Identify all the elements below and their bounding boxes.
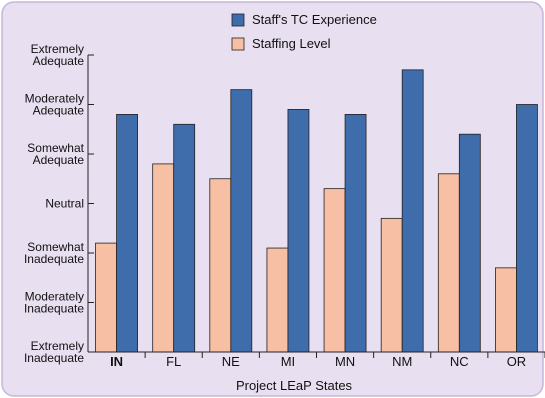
x-tick-label: IN: [110, 354, 123, 369]
bar-staff-tc-experience: [116, 114, 138, 353]
bar-staffing-level: [380, 217, 403, 353]
y-tick-label: Inadequate: [24, 252, 84, 266]
y-tick-label: Moderately: [25, 92, 84, 106]
y-tick-label: Somewhat: [27, 141, 84, 155]
bar-staffing-level: [209, 178, 232, 353]
legend-swatch: [231, 37, 245, 51]
bar-staff-tc-experience: [344, 114, 367, 353]
bar-staffing-level: [95, 242, 117, 353]
bar-staffing-level: [152, 163, 175, 353]
x-axis-title: Project LEaP States: [236, 378, 353, 393]
y-tick-label: Moderately: [25, 290, 84, 304]
y-tick-label: Extremely: [31, 42, 84, 56]
bar-staffing-level: [323, 188, 346, 353]
y-tick-label: Neutral: [45, 197, 84, 211]
x-tick-label: NC: [450, 354, 469, 369]
legend: Staff's TC Experience Staffing Level: [231, 12, 377, 51]
y-tick-label: Adequate: [33, 153, 85, 167]
x-tick-label: MI: [281, 354, 295, 369]
bar-staffing-level: [266, 247, 289, 353]
bar-staff-tc-experience: [516, 104, 538, 353]
bars: [95, 69, 538, 353]
bar-staffing-level: [495, 267, 517, 353]
bar-staff-tc-experience: [458, 133, 481, 353]
y-tick-label: Inadequate: [24, 351, 84, 365]
x-tick-label: OR: [507, 354, 527, 369]
legend-label: Staff's TC Experience: [252, 12, 377, 27]
y-tick-label: Somewhat: [27, 240, 84, 254]
y-tick-label: Adequate: [33, 54, 85, 68]
y-tick-label: Inadequate: [24, 302, 84, 316]
x-tick-label: NE: [222, 354, 240, 369]
legend-label: Staffing Level: [252, 36, 331, 51]
legend-swatch: [231, 13, 245, 27]
y-tick-label: Extremely: [31, 339, 84, 353]
bar-staffing-level: [437, 173, 460, 353]
bar-staff-tc-experience: [173, 123, 196, 353]
bar-staff-tc-experience: [230, 89, 253, 353]
x-axis: IN FL NE MI MN NM NC OR: [88, 351, 545, 369]
bar-staff-tc-experience: [287, 109, 310, 353]
y-tick-label: Adequate: [33, 104, 85, 118]
x-tick-label: NM: [392, 354, 412, 369]
y-axis: ExtremelyInadequateModeratelyInadequateS…: [24, 42, 94, 365]
x-tick-label: MN: [335, 354, 355, 369]
x-tick-label: FL: [166, 354, 181, 369]
bar-staff-tc-experience: [401, 69, 424, 353]
